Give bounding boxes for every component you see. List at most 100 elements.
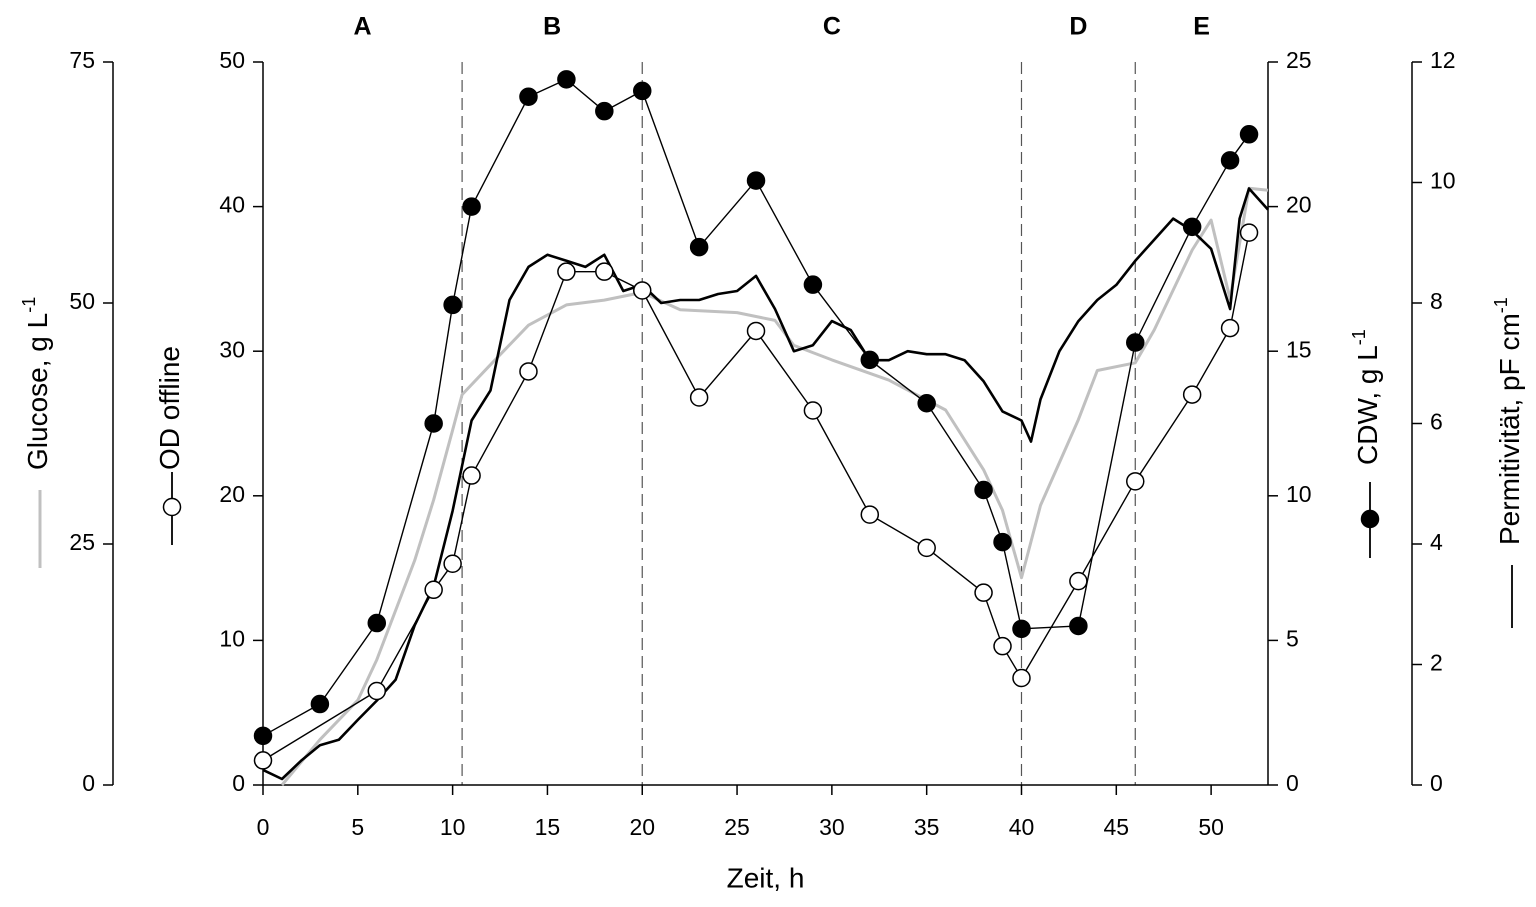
x-tick-label: 15 <box>535 814 561 840</box>
data-point <box>1239 125 1259 144</box>
x-tick-label: 25 <box>724 814 750 840</box>
data-point <box>1220 151 1240 170</box>
data-point <box>1069 616 1088 636</box>
data-point <box>860 505 880 524</box>
legend-marker <box>1360 509 1380 529</box>
y-tick-label: 75 <box>69 47 95 73</box>
axis-title-sup: -1 <box>1491 297 1511 313</box>
y-tick-label: 4 <box>1430 529 1443 555</box>
data-point <box>993 636 1012 656</box>
y-tick-label: 10 <box>1430 168 1456 194</box>
data-point <box>462 197 481 216</box>
y-tick-label: 50 <box>69 288 95 314</box>
data-point <box>917 394 936 413</box>
series-line <box>262 187 1269 781</box>
x-tick-label: 5 <box>351 814 364 840</box>
data-point <box>253 726 273 746</box>
x-tick-label: 45 <box>1104 814 1130 840</box>
x-tick-label: 30 <box>819 814 845 840</box>
axis-title-text: Permitivität, pF cm <box>1494 313 1525 545</box>
y-tick-label: 0 <box>1286 770 1299 796</box>
y-tick-label: 6 <box>1430 409 1443 435</box>
data-point <box>632 281 652 300</box>
y-tick-label: 8 <box>1430 288 1443 314</box>
y-tick-label: 0 <box>232 770 245 796</box>
x-tick-label: 20 <box>629 814 655 840</box>
axis-title-text: OD offline <box>154 346 185 470</box>
y-tick-label: 5 <box>1286 625 1299 651</box>
axis-title-text: Glucose, g L <box>22 313 53 470</box>
data-point <box>1239 223 1259 242</box>
data-point <box>993 532 1012 552</box>
x-tick-label: 10 <box>440 814 466 840</box>
data-point <box>1012 619 1031 639</box>
data-point <box>1220 318 1240 338</box>
data-point <box>860 350 880 370</box>
data-point <box>689 237 709 257</box>
x-tick-label: 0 <box>257 814 270 840</box>
y-tick-label: 20 <box>219 481 245 507</box>
data-point <box>424 580 443 600</box>
axis-title-sup: -1 <box>1349 329 1369 345</box>
data-point <box>746 321 766 341</box>
data-point <box>424 414 443 433</box>
data-point <box>367 613 387 633</box>
data-point <box>557 70 576 89</box>
data-point <box>1012 668 1031 688</box>
x-tick-label: 35 <box>914 814 940 840</box>
data-point <box>595 101 614 121</box>
region-label: D <box>1069 13 1087 41</box>
region-label: E <box>1193 13 1210 41</box>
y-tick-label: 30 <box>219 336 245 362</box>
y-tick-label: 20 <box>1286 192 1312 218</box>
data-point <box>557 262 576 281</box>
y-tick-label: 0 <box>1430 770 1443 796</box>
axis-title-sup: -1 <box>19 297 39 313</box>
data-point <box>519 362 538 381</box>
x-axis-title: Zeit, h <box>727 862 805 893</box>
data-point <box>1182 385 1202 404</box>
data-point <box>519 87 538 106</box>
y-tick-label: 25 <box>1286 47 1312 73</box>
y-axis-title: OD offline <box>154 346 185 470</box>
data-point <box>443 295 462 315</box>
data-point <box>974 480 993 500</box>
data-point <box>803 401 823 420</box>
region-label: C <box>823 13 841 41</box>
y-axis-title: CDW, g L-1 <box>1349 329 1384 465</box>
y-tick-label: 25 <box>69 529 95 555</box>
region-label: B <box>543 13 561 41</box>
series-line <box>280 186 1269 786</box>
data-point <box>367 681 387 701</box>
y-tick-label: 40 <box>219 192 245 218</box>
y-tick-label: 10 <box>219 625 245 651</box>
y-axis-title: Glucose, g L-1 <box>19 297 54 470</box>
data-point <box>1182 217 1202 237</box>
data-point <box>917 538 936 558</box>
region-label: A <box>354 13 372 41</box>
series-line <box>262 232 1250 761</box>
data-point <box>1126 472 1145 491</box>
data-point <box>974 583 993 602</box>
x-tick-label: 40 <box>1009 814 1035 840</box>
y-tick-label: 10 <box>1286 481 1312 507</box>
data-point <box>310 694 330 714</box>
y-tick-label: 12 <box>1430 47 1456 73</box>
data-point <box>632 81 652 101</box>
data-point <box>746 171 766 190</box>
y-axis-title: Permitivität, pF cm-1 <box>1491 297 1526 545</box>
y-tick-label: 15 <box>1286 336 1312 362</box>
y-tick-label: 50 <box>219 47 245 73</box>
data-point <box>253 751 273 770</box>
data-point <box>462 466 481 485</box>
data-point <box>1069 571 1088 591</box>
data-point <box>595 262 614 281</box>
x-tick-label: 50 <box>1198 814 1224 840</box>
data-point <box>803 275 823 294</box>
data-point <box>443 554 462 574</box>
y-tick-label: 0 <box>82 770 95 796</box>
data-point <box>689 388 709 407</box>
y-tick-label: 2 <box>1430 650 1443 676</box>
